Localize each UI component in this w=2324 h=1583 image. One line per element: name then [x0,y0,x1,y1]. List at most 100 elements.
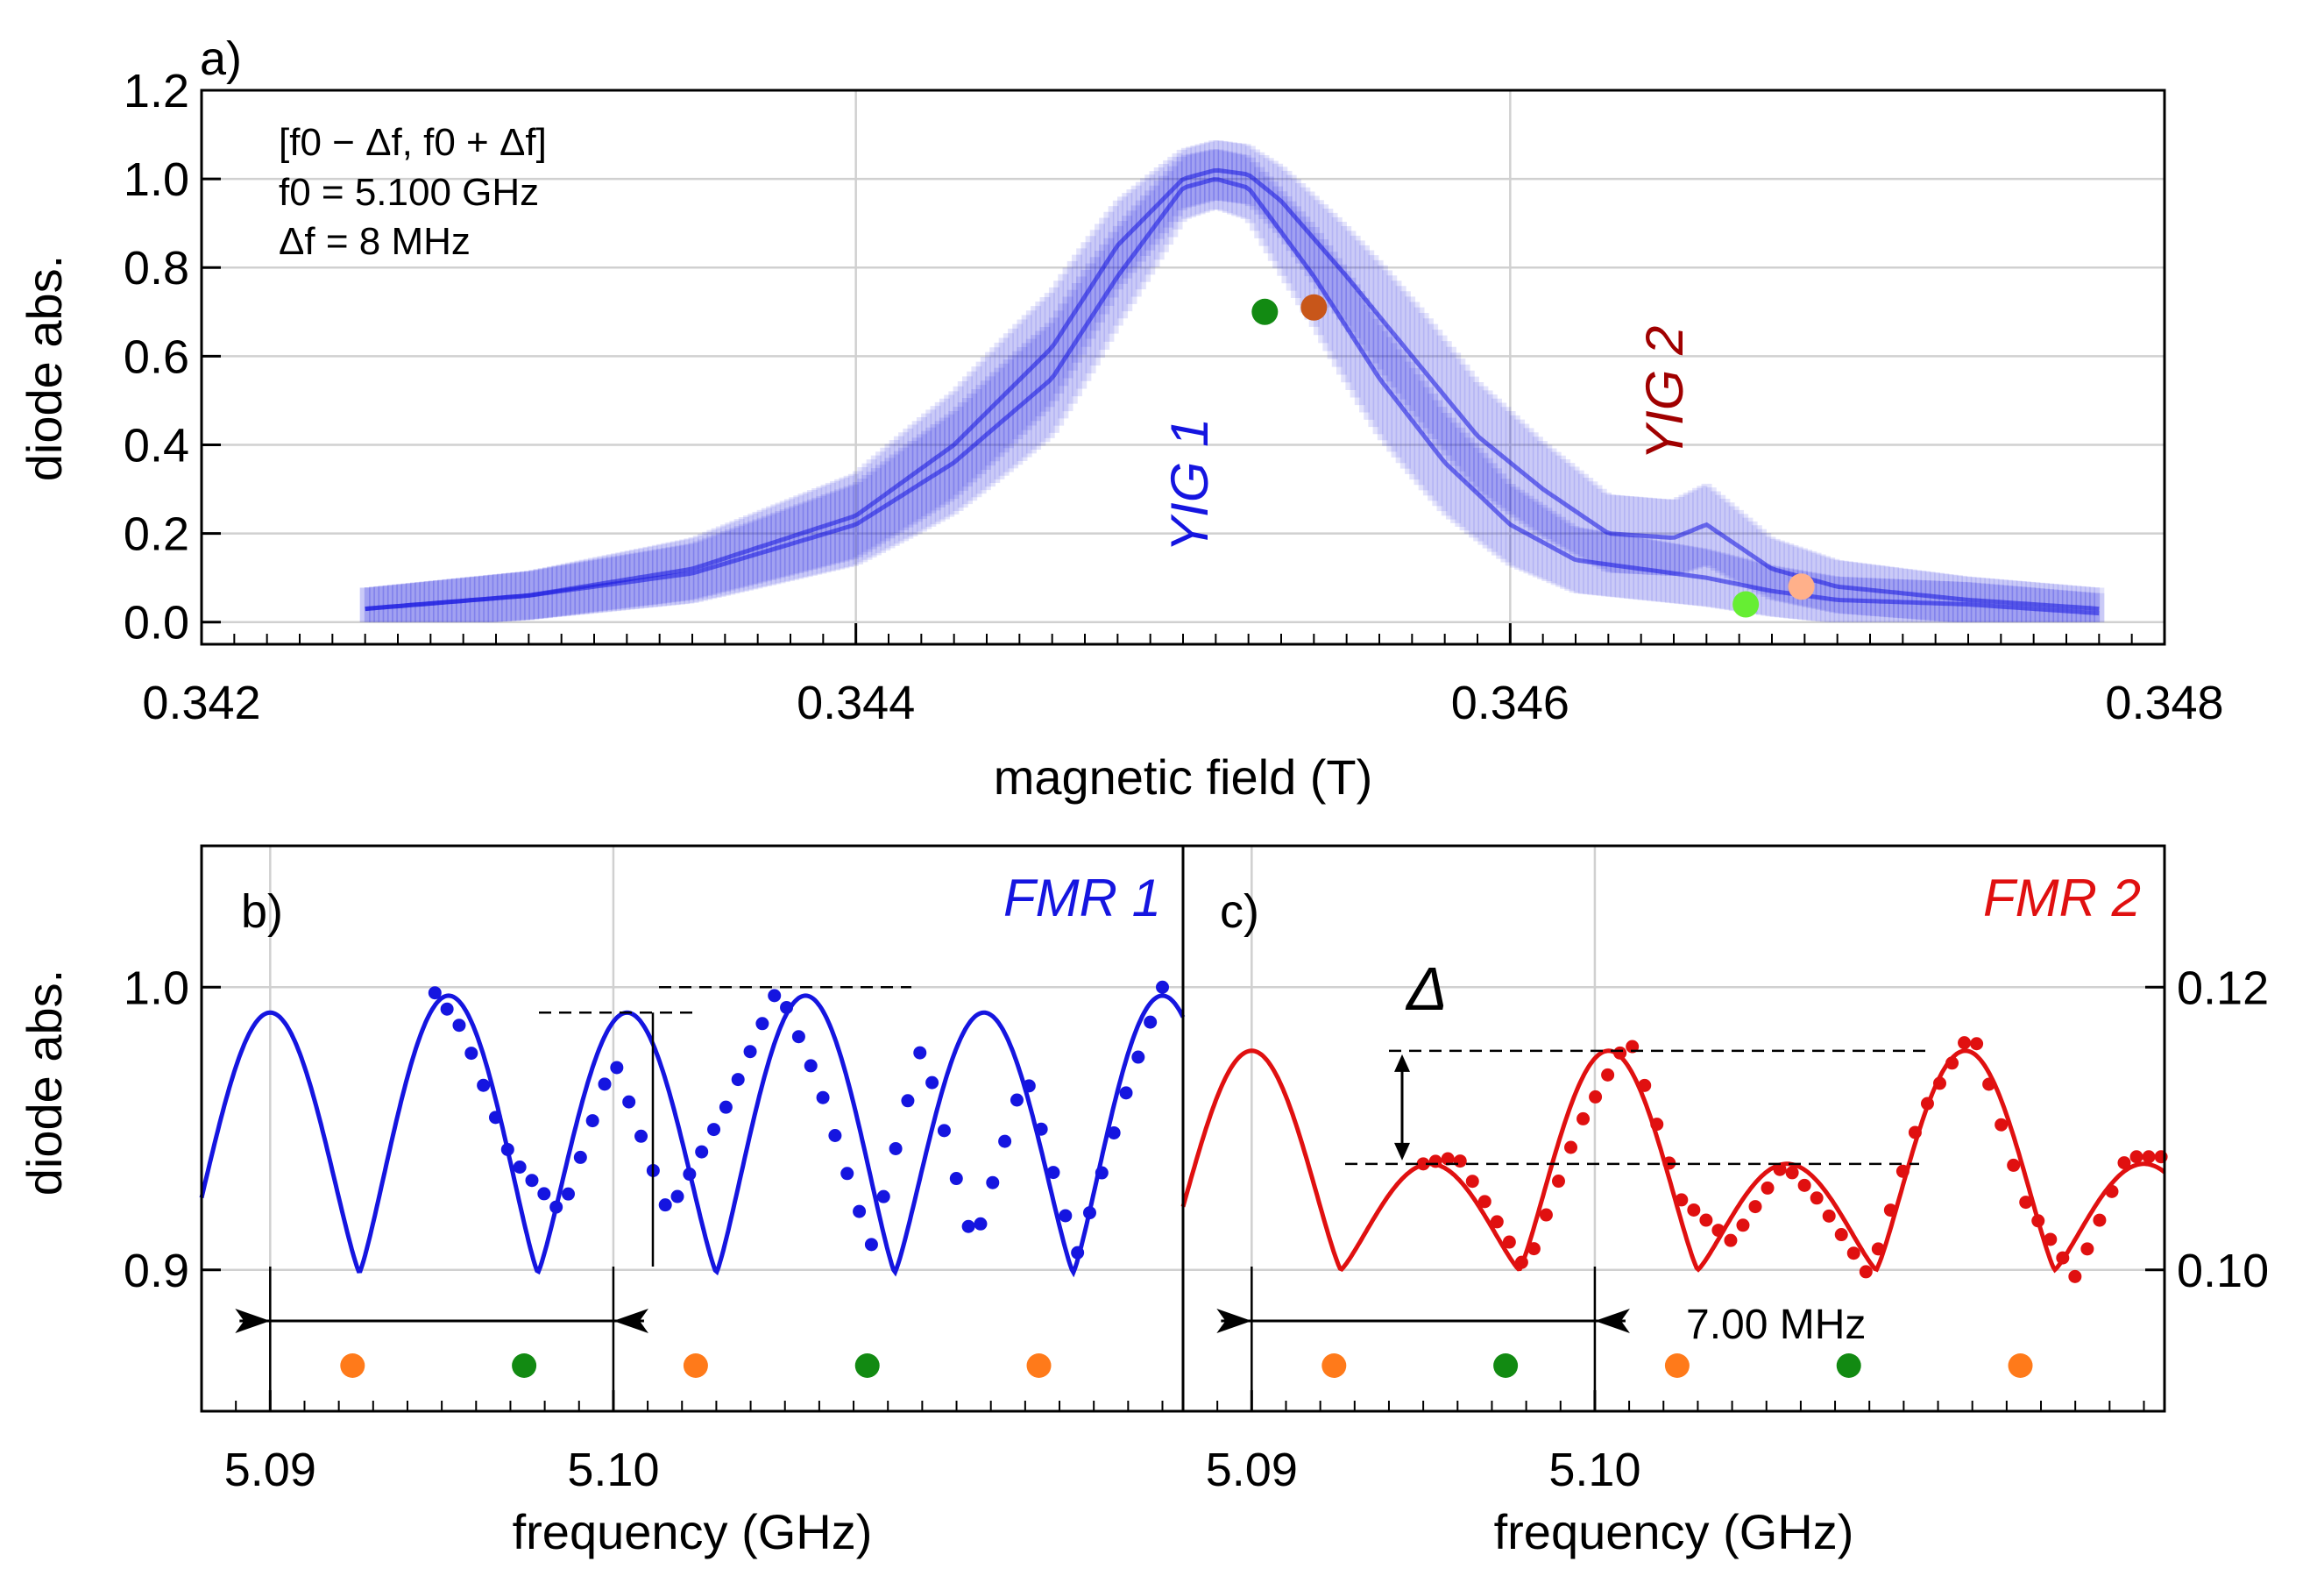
measurement-point [1576,1111,1591,1125]
measurement-point [658,1198,672,1212]
measurement-point [1687,1203,1701,1217]
panel-a-markers [1251,294,1815,618]
measurement-point [1638,1078,1652,1092]
measurement-point [1059,1209,1073,1223]
measurement-point [1982,1077,1996,1091]
orange-marker [340,1353,365,1378]
spacing-arrow-head-left [1216,1309,1252,1333]
measurement-point [1514,1255,1528,1269]
green-marker [1493,1353,1519,1378]
ytick-label: 1.0 [124,962,189,1014]
measurement-point [1895,1164,1910,1178]
measurement-point [683,1168,697,1182]
green-marker [1836,1353,1861,1378]
measurement-point [2007,1158,2021,1172]
fmr1-label: FMR 1 [1003,869,1161,927]
measurement-point [828,1128,842,1142]
panel-b-ylabel: diode abs. [17,969,72,1196]
measurement-point [1650,1118,1664,1132]
measurement-point [1883,1203,1897,1217]
measurement-point [1613,1046,1627,1060]
measurement-point [1773,1162,1787,1176]
measurement-point [537,1187,551,1201]
measurement-point [998,1134,1012,1148]
measurement-point [1995,1118,2009,1132]
green-marker [854,1353,880,1378]
panel-c-grid [1183,846,2165,1411]
measurement-point [1785,1166,1799,1180]
measurement-point [1564,1140,1578,1154]
ytick-label: 0.10 [2177,1245,2269,1297]
measurement-point [1724,1233,1738,1247]
measurement-point [1932,1076,1946,1090]
panel-c-markers [1321,1353,2033,1378]
measurement-point [610,1061,624,1075]
measurement-point [1022,1079,1036,1093]
panel-c-frame [1181,844,2166,1413]
measurement-point [440,1002,454,1016]
measurement-point [1748,1200,1762,1214]
measurement-point [1761,1181,1775,1195]
measurement-point [1465,1175,1479,1189]
measurement-point [464,1047,478,1061]
measurement-point [695,1145,709,1159]
xtick-label: 5.10 [1548,1444,1640,1496]
measurement-point [2080,1242,2094,1256]
measurement-point [1601,1068,1615,1082]
measurement-point [1071,1246,1085,1260]
measurement-point [1589,1090,1603,1104]
panel-c-ticks: 5.09 5.10 0.10 0.12 [1182,962,2269,1496]
measurement-point [707,1123,721,1137]
measurement-point [585,1114,599,1128]
measurement-point [622,1095,636,1109]
panel-a-ytick-label: 0.4 [124,419,189,472]
measurement-point [1871,1242,1885,1256]
spacing-arrow-head-left [235,1309,271,1333]
annotation-line-interval: [f0 − Δf, f0 + Δf] [279,121,547,164]
panel-c: 5.09 5.10 0.10 0.12 c) FMR 2 Δ 7.00 MHz fre… [1180,846,2269,1559]
panel-c-model-curve [1180,1048,2166,1274]
measurement-point [513,1161,527,1175]
panel-a-marker [1251,298,1279,325]
orange-marker [1026,1353,1052,1378]
measurement-point [1131,1050,1145,1064]
measurement-point [743,1045,757,1059]
measurement-point [1156,980,1170,994]
panel-a-xlabel: magnetic field (T) [994,749,1373,805]
panel-a-ytick-label: 1.2 [124,65,189,117]
measurement-point [2019,1196,2033,1210]
measurement-point [1551,1175,1565,1189]
measurement-point [1082,1206,1096,1220]
measurement-point [853,1204,867,1218]
panel-a-absorption-band [359,140,2105,622]
panel-a-xtick-label: 0.346 [1451,677,1569,729]
panel-a-marker [1788,573,1815,600]
yig2-label: YIG 2 [1635,326,1694,460]
measurement-point [961,1219,975,1233]
model-curve [1180,1048,2166,1274]
panel-c-xlabel: frequency (GHz) [1494,1504,1854,1559]
measurement-point [1970,1037,1984,1051]
panel-b-annotations [235,986,911,1411]
delta-arrow-head-top [1394,1054,1410,1072]
measurement-point [731,1073,745,1087]
panel-a-ytick-label: 0.8 [124,242,189,295]
measurement-point [1908,1125,1922,1139]
panel-b-model-curve [199,993,1186,1278]
measurement-point [598,1077,612,1091]
measurement-point [634,1129,648,1143]
measurement-point [816,1090,830,1104]
orange-marker [683,1353,708,1378]
green-marker [512,1353,537,1378]
panel-a-label: a) [200,32,242,85]
measurement-point [1527,1242,1541,1256]
measurement-point [949,1172,963,1186]
measurement-point [1107,1125,1121,1139]
panel-a-marker [1732,591,1760,618]
xtick-label: 5.10 [567,1444,659,1496]
fmr2-label: FMR 2 [1983,869,2141,927]
panel-a-ytick-label: 0.2 [124,508,189,561]
measurement-point [2142,1150,2156,1164]
measurement-point [937,1124,951,1138]
measurement-point [1711,1224,1725,1238]
